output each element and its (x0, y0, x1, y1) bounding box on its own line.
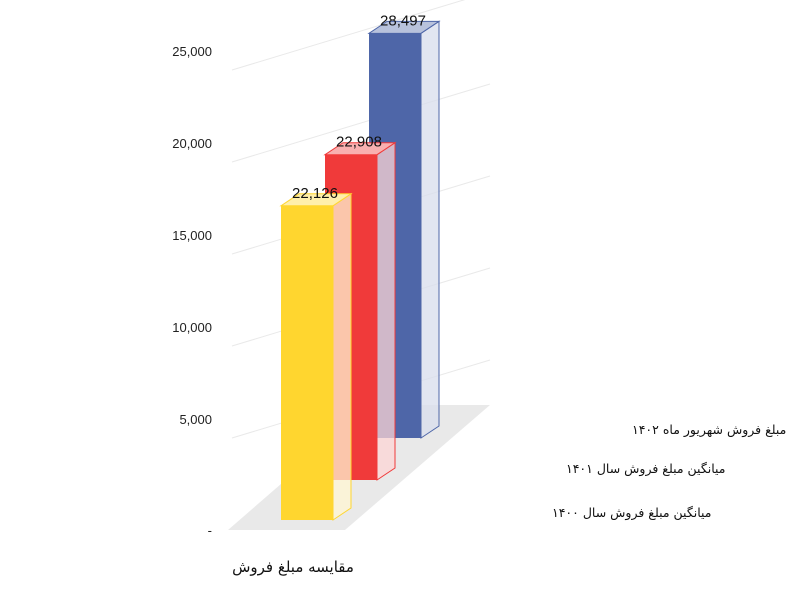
bar-side (420, 20, 440, 439)
series-label: میانگین مبلغ فروش سال ۱۴۰۰ (552, 505, 712, 521)
series-labels: میانگین مبلغ فروش سال ۱۴۰۰ میانگین مبلغ ف… (552, 422, 786, 521)
data-label: 28,497 (380, 12, 426, 29)
bar-side (332, 192, 352, 521)
y-tick-label: 5,000 (179, 412, 212, 427)
bar-1 (279, 192, 353, 521)
grid-line (231, 83, 491, 163)
bars (279, 20, 441, 521)
y-tick-label: - (208, 523, 212, 538)
y-tick-label: 10,000 (172, 320, 212, 335)
series-label: میانگین مبلغ فروش سال ۱۴۰۱ (566, 461, 726, 477)
grid-line (231, 0, 466, 71)
bar-front (281, 205, 333, 521)
x-category-label: مقایسه مبلغ فروش (232, 558, 354, 576)
y-tick-label: 15,000 (172, 228, 212, 243)
y-tick-label: 20,000 (172, 136, 212, 151)
data-label: 22,126 (292, 185, 338, 202)
y-tick-label: 25,000 (172, 44, 212, 59)
bar-side (376, 141, 396, 481)
series-label: مبلغ فروش شهریور ماه ۱۴۰۲ (632, 422, 786, 438)
data-labels: 28,497 22,908 22,126 (292, 12, 426, 201)
data-label: 22,908 (336, 134, 382, 151)
